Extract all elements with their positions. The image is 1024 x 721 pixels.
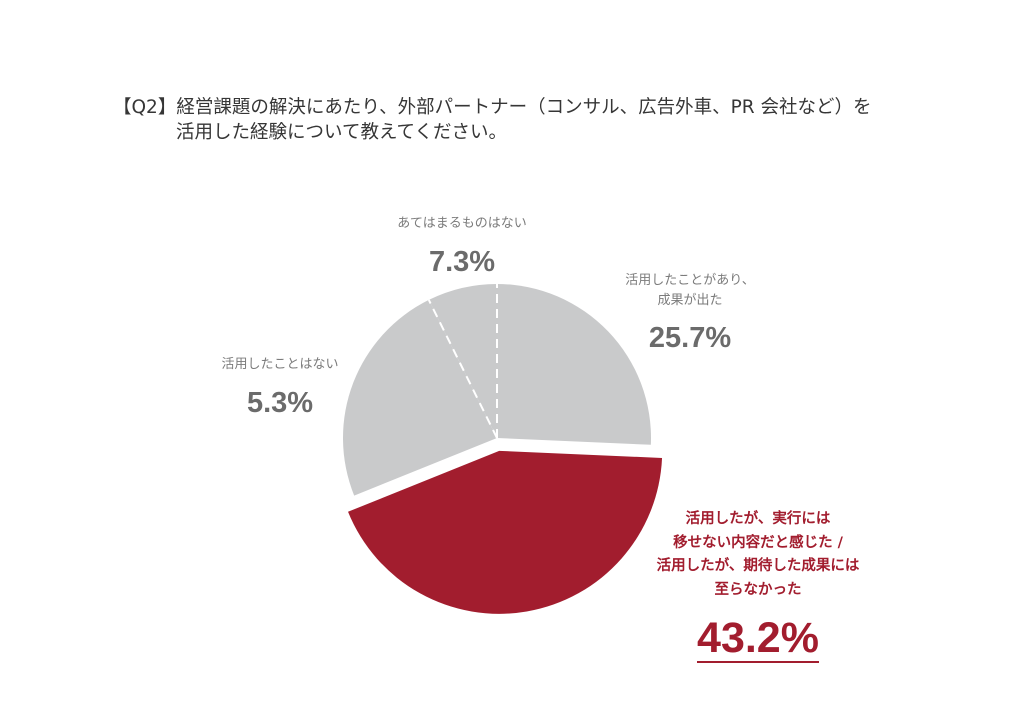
slice-label: 移せない内容だと感じた / (673, 534, 843, 551)
slice-callout: あてはまるものはない 7.3% (362, 214, 562, 278)
highlighted-slice-callout: 活用したが、実行には 移せない内容だと感じた / 活用したが、期待した成果には … (628, 508, 888, 670)
pie-slice-highlighted (348, 450, 663, 614)
slice-value: 25.7 (648, 322, 706, 354)
slice-callout: 活用したことはない 5.3% (180, 355, 380, 419)
slice-value-unit: % (705, 322, 732, 354)
slice-value-unit: % (287, 387, 314, 419)
slice-label: 成果が出た (657, 293, 723, 308)
pie-slice-1 (497, 284, 651, 445)
slice-value-label: 7.3% (362, 246, 562, 278)
slice-callout: 活用したことがあり、 成果が出た 25.7% (590, 271, 790, 354)
slice-label: 活用したが、実行には (685, 511, 831, 527)
slice-value-row: 43.2% (628, 615, 888, 670)
slice-value-label: 43.2% (697, 615, 819, 663)
slice-label: あてはまるものはない (397, 216, 527, 231)
slice-value-unit: % (469, 246, 496, 278)
slice-divider (427, 299, 498, 439)
slice-label: 活用したことはない (221, 357, 339, 372)
slice-label: 活用したが、期待した成果には (656, 558, 860, 574)
pie-slice-4 (428, 284, 497, 438)
slice-value: 43.2 (697, 614, 781, 662)
slice-value-label: 5.3% (180, 387, 380, 419)
slice-label: 至らなかった (714, 581, 802, 598)
slice-value-label: 25.7% (590, 322, 790, 354)
chart-title-line: 活用した経験について教えてください。 (176, 122, 507, 143)
chart-title-line: 【Q2】経営課題の解決にあたり、外部パートナー（コンサル、広告外車、PR 会社な… (113, 97, 872, 118)
slice-value: 7.3 (428, 246, 470, 278)
slice-value: 5.3 (246, 387, 288, 419)
slice-value-unit: % (780, 614, 819, 662)
slice-label: 活用したことがあり、 (625, 273, 755, 288)
pie-slice-3 (342, 299, 497, 496)
